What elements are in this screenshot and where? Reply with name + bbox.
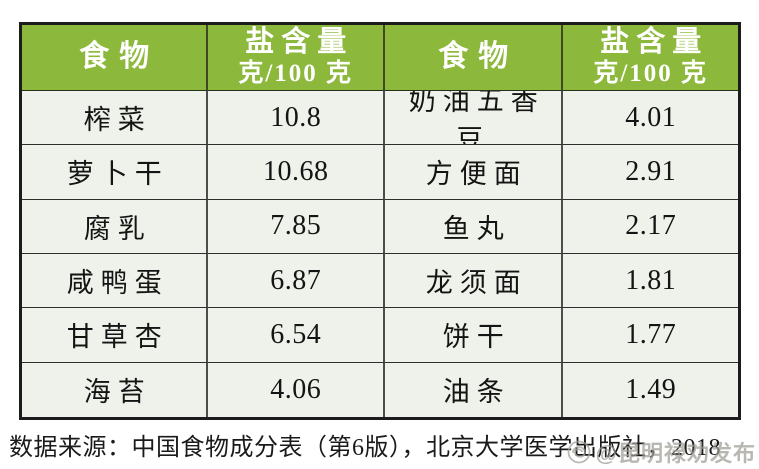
table-cell-food: 腐乳 [22,199,209,254]
header-label: 盐含量 [600,26,709,59]
table-cell-food: 海苔 [22,362,209,417]
header-label: 食物 [79,40,160,74]
data-source-citation: 数据来源：中国食物成分表（第6版），北京大学医学出版社，2018 [9,435,721,461]
table-cell-food: 奶油五香豆 [384,91,564,146]
table-cell-salt-value: 7.85 [208,199,385,254]
table-cell-food: 油条 [385,362,564,417]
table-cell-salt-value: 10.68 [208,145,385,200]
salt-content-table: 食物 盐含量 克/100 克 食物 盐含量 克/100 克 榨菜 10.8 奶油… [19,22,741,420]
table-cell-food: 甘草杏 [22,308,209,363]
table-cell-food: 龙须面 [384,253,564,309]
header-cell-food-right: 食物 [384,25,564,91]
header-unit-label: 克/100 克 [238,59,354,87]
table-cell-food: 方便面 [384,145,564,200]
header-unit-label: 克/100 克 [593,59,709,87]
header-cell-salt-left: 盐含量 克/100 克 [208,25,385,91]
header-cell-food-left: 食物 [22,25,209,91]
table-cell-salt-value: 2.17 [563,200,738,254]
table-cell-food: 榨菜 [22,91,209,146]
table-cell-salt-value: 6.54 [208,308,385,363]
table-cell-salt-value: 2.91 [563,145,738,200]
table-cell-salt-value: 6.87 [208,253,385,309]
table-cell-food: 咸鸭蛋 [22,253,209,309]
table-cell-salt-value: 10.8 [208,91,385,146]
table-cell-salt-value: 1.81 [563,254,738,309]
table-cell-food: 鱼丸 [384,199,564,254]
table-cell-food: 萝卜干 [22,145,209,200]
header-label: 盐含量 [245,26,354,59]
table-cell-salt-value: 4.06 [208,362,385,417]
table-cell-salt-value: 1.77 [563,308,738,363]
table-cell-food: 饼干 [384,308,564,363]
header-cell-salt-right: 盐含量 克/100 克 [563,25,738,91]
table-cell-salt-value: 1.49 [625,373,677,405]
table-cell-salt-value: 4.01 [563,91,738,146]
header-label: 食物 [438,40,519,74]
